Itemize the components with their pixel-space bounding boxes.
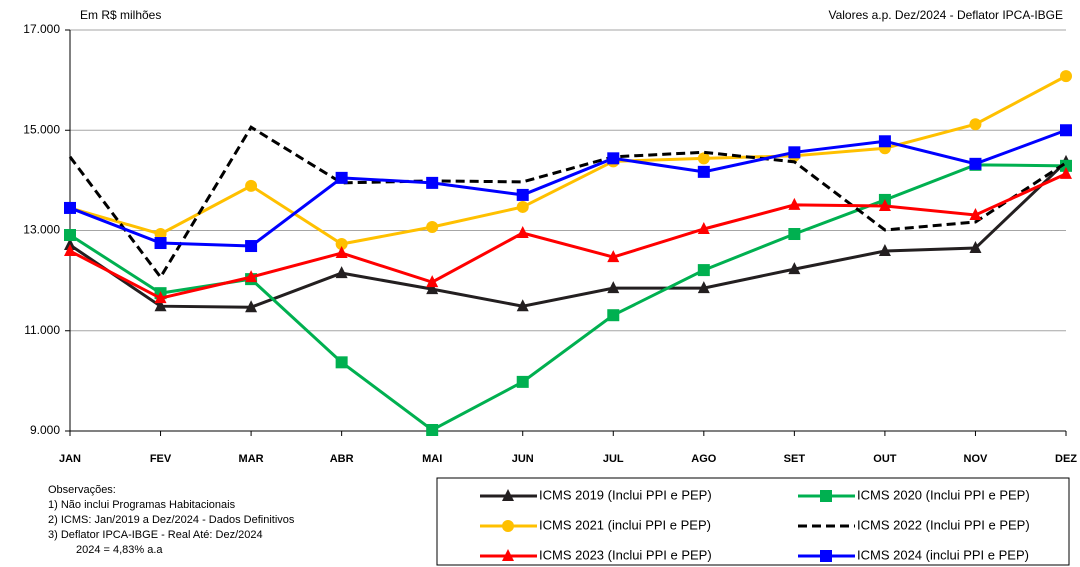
x-tick-label: JAN [59,453,81,465]
legend-label: ICMS 2021 (inclui PPI e PEP) [539,517,711,532]
marker [64,201,76,214]
marker [697,152,710,165]
series-line [69,128,1067,248]
marker [969,207,982,220]
note: 1) Não inclui Programas Habitacionais [48,499,236,511]
marker [697,264,710,277]
marker [1060,70,1072,83]
marker [697,281,710,294]
marker [607,152,620,165]
x-tick-label: NOV [964,453,989,465]
marker [335,238,348,251]
y-tick-label: 15.000 [23,122,60,136]
legend-label: ICMS 2023 (Inclui PPI e PEP) [539,547,712,562]
marker [820,550,832,562]
marker [697,165,710,178]
x-tick-label: DEZ [1055,453,1077,465]
marker [788,262,801,275]
marker [516,375,529,388]
marker [335,356,348,369]
marker [969,241,982,254]
series-line [69,160,1068,309]
x-tick-label: OUT [873,453,897,465]
x-tick-label: MAI [422,453,442,465]
x-tick-label: JUN [512,453,534,465]
marker [64,229,76,242]
marker [426,282,439,295]
note: 3) Deflator IPCA-IBGE - Real Até: Dez/20… [48,529,263,541]
marker [154,291,167,304]
marker [335,171,348,184]
notes-title: Observações: [48,484,116,496]
marker [1060,159,1072,172]
series-line [69,172,1067,300]
x-tick-label: FEV [150,453,172,465]
marker [502,489,514,501]
marker [516,200,529,213]
marker [697,221,710,234]
marker [1060,124,1072,137]
y-tick-label: 13.000 [23,223,60,237]
marker [516,226,529,239]
note: 2024 = 4,83% a.a [76,544,163,556]
marker [820,490,832,502]
marker [878,244,891,257]
marker [245,270,258,283]
marker [426,220,439,233]
marker [969,118,982,131]
marker [502,520,514,532]
marker [154,299,167,312]
marker [426,275,439,288]
marker [788,146,801,159]
y-tick-label: 17.000 [23,22,60,36]
marker [426,176,439,189]
series-line [69,74,1067,246]
subtitle-right: Valores a.p. Dez/2024 - Deflator IPCA-IB… [828,8,1063,22]
y-tick-label: 9.000 [30,423,60,437]
subtitle-left: Em R$ milhões [80,8,161,22]
marker [426,423,439,436]
x-tick-label: JUL [603,453,624,465]
marker [969,157,982,170]
x-tick-label: SET [784,453,806,465]
note: 2) ICMS: Jan/2019 a Dez/2024 - Dados Def… [48,514,295,526]
marker [64,238,76,251]
marker [245,300,258,313]
marker [335,266,348,279]
marker [878,198,891,211]
marker [878,135,891,148]
y-tick-label: 11.000 [24,323,60,337]
marker [1060,166,1072,179]
marker [516,299,529,312]
x-tick-label: MAR [239,453,264,465]
marker [788,197,801,210]
marker [607,250,620,263]
marker [64,244,76,257]
x-tick-label: AGO [691,453,717,465]
marker [335,246,348,259]
marker [607,309,620,322]
series-line [68,125,1067,280]
x-tick-label: ABR [330,453,354,465]
legend-label: ICMS 2020 (Inclui PPI e PEP) [857,487,1030,502]
marker [245,179,258,192]
marker [607,281,620,294]
marker [788,228,801,241]
legend-label: ICMS 2019 (Inclui PPI e PEP) [539,487,712,502]
marker [154,228,167,241]
marker [502,549,514,561]
legend-label: ICMS 2022 (Inclui PPI e PEP) [857,517,1030,532]
legend-box [436,477,1070,566]
marker [154,237,167,250]
marker [245,240,258,253]
marker [516,188,529,201]
legend-label: ICMS 2024 (inclui PPI e PEP) [857,547,1029,562]
